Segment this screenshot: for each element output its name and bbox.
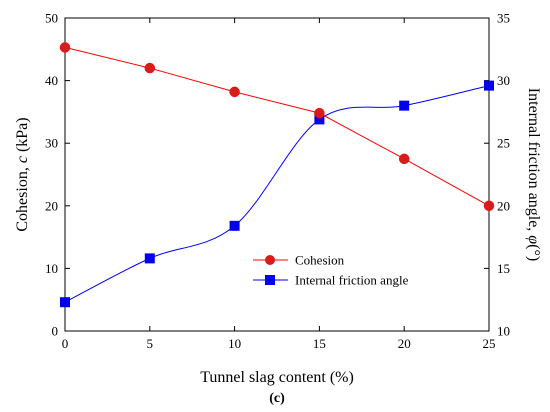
data-point-cohesion (229, 86, 240, 98)
x-axis: 0 5 10 15 20 25 (62, 18, 496, 351)
series-line-internal-friction-angle (64, 85, 490, 303)
y-left-tick-label: 30 (45, 136, 58, 151)
y-right-title-symbol: φ (525, 235, 542, 244)
series-internal-friction-angle (60, 80, 494, 308)
y-left-tick-label: 50 (45, 11, 58, 26)
y-axis-right-title: Internal friction angle, φ(°) (525, 88, 542, 261)
y-left-title-prefix: Cohesion, (14, 163, 31, 231)
y-left-tick-label: 10 (45, 261, 58, 276)
series-layer (59, 42, 495, 308)
y-axis-left: 0 10 20 30 40 50 (45, 11, 70, 339)
y-right-title-prefix: Internal friction angle, (525, 88, 542, 236)
y-right-tick-label: 20 (497, 198, 510, 213)
y-right-tick-label: 35 (497, 11, 510, 26)
panel-label: (c) (269, 391, 285, 406)
data-point-internal-friction-angle (144, 253, 155, 264)
legend: Cohesion Internal friction angle (253, 253, 409, 288)
y-axis-left-title: Cohesion, c (kPa) (14, 117, 31, 231)
data-point-internal-friction-angle (229, 220, 240, 231)
y-right-tick-label: 30 (497, 73, 510, 88)
y-right-tick-label: 10 (497, 324, 510, 339)
legend-marker-internal-friction-angle (265, 275, 275, 285)
x-tick-label: 15 (313, 336, 326, 351)
legend-item-cohesion: Cohesion (253, 253, 345, 268)
series-cohesion (59, 42, 495, 212)
y-left-title-suffix: (kPa) (14, 117, 31, 156)
plot-area (64, 17, 490, 332)
data-point-cohesion (398, 153, 410, 165)
data-point-internal-friction-angle (399, 100, 410, 111)
data-point-cohesion (483, 200, 495, 212)
data-point-internal-friction-angle (314, 114, 325, 125)
y-right-title-suffix: (°) (525, 244, 542, 261)
y-right-tick-label: 25 (497, 136, 510, 151)
y-left-tick-label: 40 (45, 73, 58, 88)
series-line-cohesion (64, 46, 490, 207)
x-axis-title: Tunnel slag content (%) (200, 369, 354, 386)
x-tick-label: 25 (483, 336, 496, 351)
data-point-cohesion (59, 42, 71, 53)
plot-frame (64, 17, 490, 332)
legend-item-internal-friction-angle: Internal friction angle (253, 273, 409, 288)
y-axis-right: 10 15 20 25 30 35 (484, 11, 510, 339)
y-left-title-symbol: c (14, 156, 31, 163)
x-tick-label: 5 (147, 336, 154, 351)
y-left-tick-label: 0 (52, 324, 59, 339)
legend-label-internal-friction-angle: Internal friction angle (295, 273, 409, 288)
x-tick-label: 10 (228, 336, 241, 351)
x-tick-label: 20 (398, 336, 411, 351)
y-right-tick-label: 15 (497, 261, 510, 276)
legend-label-cohesion: Cohesion (295, 253, 345, 268)
data-point-internal-friction-angle (60, 297, 70, 308)
y-left-tick-label: 20 (45, 198, 58, 213)
data-point-cohesion (314, 107, 325, 119)
data-point-internal-friction-angle (484, 80, 494, 91)
data-point-cohesion (144, 62, 156, 74)
x-tick-label: 0 (62, 336, 69, 351)
legend-marker-cohesion (265, 255, 275, 265)
